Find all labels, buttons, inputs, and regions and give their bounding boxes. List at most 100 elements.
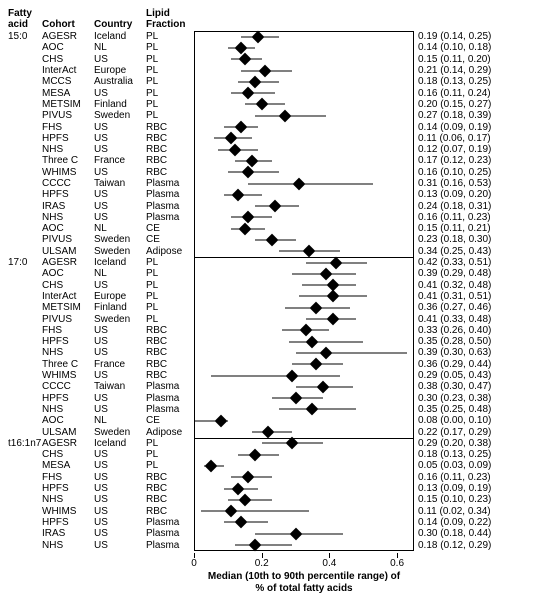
value-label: 0.14 (0.10, 0.18)	[414, 42, 524, 53]
median-diamond-icon	[242, 166, 255, 179]
country-label: US	[94, 370, 146, 381]
lipid-label: PL	[146, 302, 194, 313]
cohort-label: AOC	[42, 268, 94, 279]
value-label: 0.12 (0.07, 0.19)	[414, 144, 524, 155]
header-fatty-acid: Fatty acid	[6, 8, 42, 30]
country-label: Sweden	[94, 314, 146, 325]
lipid-label: Plasma	[146, 404, 194, 415]
table-row: METSIMFinlandPL0.36 (0.27, 0.46)	[6, 302, 550, 313]
lipid-label: PL	[146, 291, 194, 302]
lipid-label: PL	[146, 257, 194, 268]
lipid-label: Plasma	[146, 381, 194, 392]
axis-plot-area: Median (10th to 90th percentile range) o…	[194, 553, 414, 583]
lipid-label: PL	[146, 460, 194, 471]
value-label: 0.41 (0.33, 0.48)	[414, 314, 524, 325]
table-row: NHSUSRBC0.15 (0.10, 0.23)	[6, 494, 550, 505]
lipid-label: PL	[146, 65, 194, 76]
table-row: HPFSUSPlasma0.13 (0.09, 0.20)	[6, 189, 550, 200]
median-diamond-icon	[238, 493, 251, 506]
whisker-line	[248, 183, 373, 184]
cohort-label: PIVUS	[42, 314, 94, 325]
table-row: AOCNLCE0.15 (0.11, 0.21)	[6, 223, 550, 234]
median-diamond-icon	[265, 234, 278, 247]
value-label: 0.23 (0.18, 0.30)	[414, 234, 524, 245]
country-label: US	[94, 404, 146, 415]
cohort-label: InterAct	[42, 65, 94, 76]
cohort-label: NHS	[42, 494, 94, 505]
value-label: 0.16 (0.11, 0.23)	[414, 472, 524, 483]
table-row: CCCCTaiwanPlasma0.31 (0.16, 0.53)	[6, 178, 550, 189]
cohort-label: METSIM	[42, 99, 94, 110]
cohort-label: AGESR	[42, 257, 94, 268]
median-diamond-icon	[303, 245, 316, 258]
median-diamond-icon	[262, 426, 275, 439]
median-diamond-icon	[289, 527, 302, 540]
lipid-label: PL	[146, 31, 194, 42]
cohort-label: PIVUS	[42, 234, 94, 245]
cohort-label: FHS	[42, 472, 94, 483]
country-label: Australia	[94, 76, 146, 87]
table-row: AOCNLPL0.14 (0.10, 0.18)	[6, 42, 550, 53]
lipid-label: RBC	[146, 370, 194, 381]
value-label: 0.39 (0.29, 0.48)	[414, 268, 524, 279]
country-label: Taiwan	[94, 381, 146, 392]
median-diamond-icon	[286, 369, 299, 382]
country-label: US	[94, 122, 146, 133]
value-label: 0.13 (0.09, 0.20)	[414, 189, 524, 200]
axis-tick-label: 0.2	[255, 558, 269, 569]
country-label: France	[94, 359, 146, 370]
table-row: MESAUSPL0.05 (0.03, 0.09)	[6, 460, 550, 471]
value-label: 0.05 (0.03, 0.09)	[414, 460, 524, 471]
country-label: Finland	[94, 302, 146, 313]
cohort-label: PIVUS	[42, 110, 94, 121]
value-label: 0.15 (0.11, 0.20)	[414, 54, 524, 65]
median-diamond-icon	[326, 290, 339, 303]
cohort-label: ULSAM	[42, 246, 94, 257]
value-label: 0.18 (0.12, 0.29)	[414, 540, 524, 551]
lipid-label: RBC	[146, 144, 194, 155]
country-label: Europe	[94, 65, 146, 76]
table-row: IRASUSPlasma0.24 (0.18, 0.31)	[6, 200, 550, 211]
cohort-label: HPFS	[42, 189, 94, 200]
table-row: PIVUSSwedenPL0.41 (0.33, 0.48)	[6, 313, 550, 324]
median-diamond-icon	[252, 30, 265, 43]
value-label: 0.29 (0.20, 0.38)	[414, 438, 524, 449]
country-label: Sweden	[94, 110, 146, 121]
median-diamond-icon	[306, 403, 319, 416]
whisker-line	[296, 352, 408, 353]
country-label: US	[94, 517, 146, 528]
lipid-label: CE	[146, 415, 194, 426]
median-diamond-icon	[242, 211, 255, 224]
table-row: METSIMFinlandPL0.20 (0.15, 0.27)	[6, 99, 550, 110]
lipid-label: PL	[146, 54, 194, 65]
lipid-label: PL	[146, 268, 194, 279]
value-label: 0.41 (0.32, 0.48)	[414, 280, 524, 291]
lipid-label: Plasma	[146, 540, 194, 551]
cohort-label: MCCS	[42, 76, 94, 87]
value-label: 0.11 (0.02, 0.34)	[414, 506, 524, 517]
median-diamond-icon	[286, 437, 299, 450]
lipid-label: RBC	[146, 167, 194, 178]
cohort-label: CHS	[42, 54, 94, 65]
median-diamond-icon	[235, 516, 248, 529]
value-label: 0.16 (0.10, 0.25)	[414, 167, 524, 178]
country-label: US	[94, 201, 146, 212]
table-row: FHSUSRBC0.16 (0.11, 0.23)	[6, 472, 550, 483]
value-label: 0.22 (0.17, 0.29)	[414, 427, 524, 438]
table-row: InterActEuropePL0.21 (0.14, 0.29)	[6, 65, 550, 76]
cohort-label: NHS	[42, 347, 94, 358]
table-row: CHSUSPL0.18 (0.13, 0.25)	[6, 449, 550, 460]
cohort-label: CHS	[42, 280, 94, 291]
table-row: AOCNLPL0.39 (0.29, 0.48)	[6, 268, 550, 279]
forest-plot-container: { "headers": { "fatty_acid_l1": "Fatty",…	[0, 0, 556, 591]
median-diamond-icon	[235, 42, 248, 55]
value-label: 0.19 (0.14, 0.25)	[414, 31, 524, 42]
value-label: 0.15 (0.10, 0.23)	[414, 494, 524, 505]
cohort-label: InterAct	[42, 291, 94, 302]
lipid-label: PL	[146, 88, 194, 99]
lipid-label: Plasma	[146, 517, 194, 528]
country-label: Sweden	[94, 246, 146, 257]
cohort-label: HPFS	[42, 483, 94, 494]
value-label: 0.11 (0.06, 0.17)	[414, 133, 524, 144]
country-label: Taiwan	[94, 178, 146, 189]
